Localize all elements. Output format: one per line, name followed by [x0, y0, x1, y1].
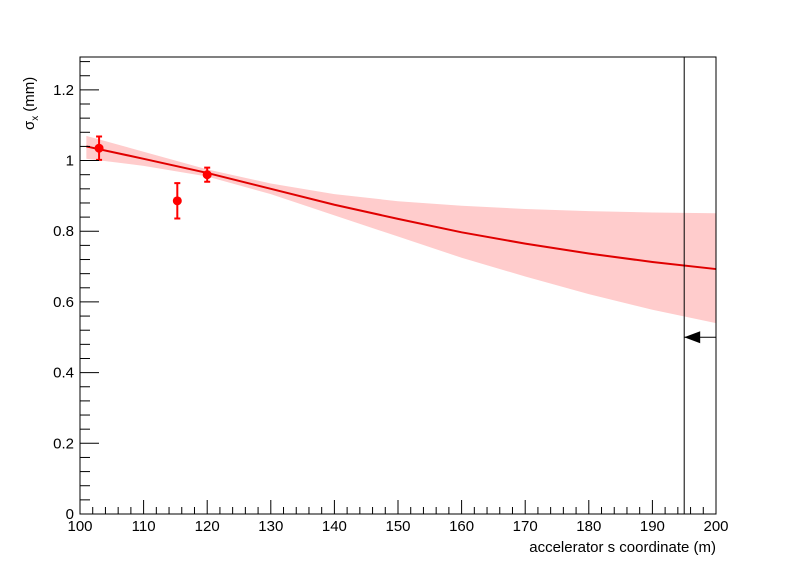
- arrow-head: [684, 331, 701, 344]
- data-point: [172, 196, 182, 206]
- x-tick-label: 160: [449, 518, 474, 535]
- y-tick-label: 1.2: [53, 82, 74, 99]
- y-tick-label: 1: [66, 153, 74, 170]
- y-label-unit: (mm): [21, 77, 38, 112]
- x-tick-label: 120: [195, 518, 220, 535]
- fit-line: [86, 145, 717, 271]
- x-tick-label: 110: [132, 518, 156, 535]
- x-tick-label: 200: [703, 518, 728, 535]
- x-tick-label: 150: [385, 518, 410, 535]
- y-axis-label: σx (mm): [21, 77, 41, 130]
- x-tick-label: 190: [640, 518, 665, 535]
- y-tick-label: 0.2: [53, 435, 74, 452]
- plot-area: 100 110 120 130 140 150 160 170 180 190 200 0 0.2 0.4…: [53, 56, 729, 535]
- y-label-symbol: σ: [21, 120, 38, 130]
- data-point: [94, 143, 104, 153]
- y-tick-label: 0: [66, 506, 74, 523]
- x-tick-label: 170: [513, 518, 538, 535]
- y-tick-label: 0.8: [53, 223, 74, 240]
- y-tick-label: 0.6: [53, 294, 74, 311]
- x-tick-label: 130: [258, 518, 283, 535]
- y-tick-label: 0.4: [53, 365, 74, 382]
- x-tick-label: 140: [322, 518, 347, 535]
- x-axis-label: accelerator s coordinate (m): [529, 539, 716, 556]
- data-point: [202, 170, 212, 180]
- y-label-subscript: x: [30, 116, 41, 121]
- x-tick-label: 180: [576, 518, 601, 535]
- x-tick-label: 100: [67, 518, 92, 535]
